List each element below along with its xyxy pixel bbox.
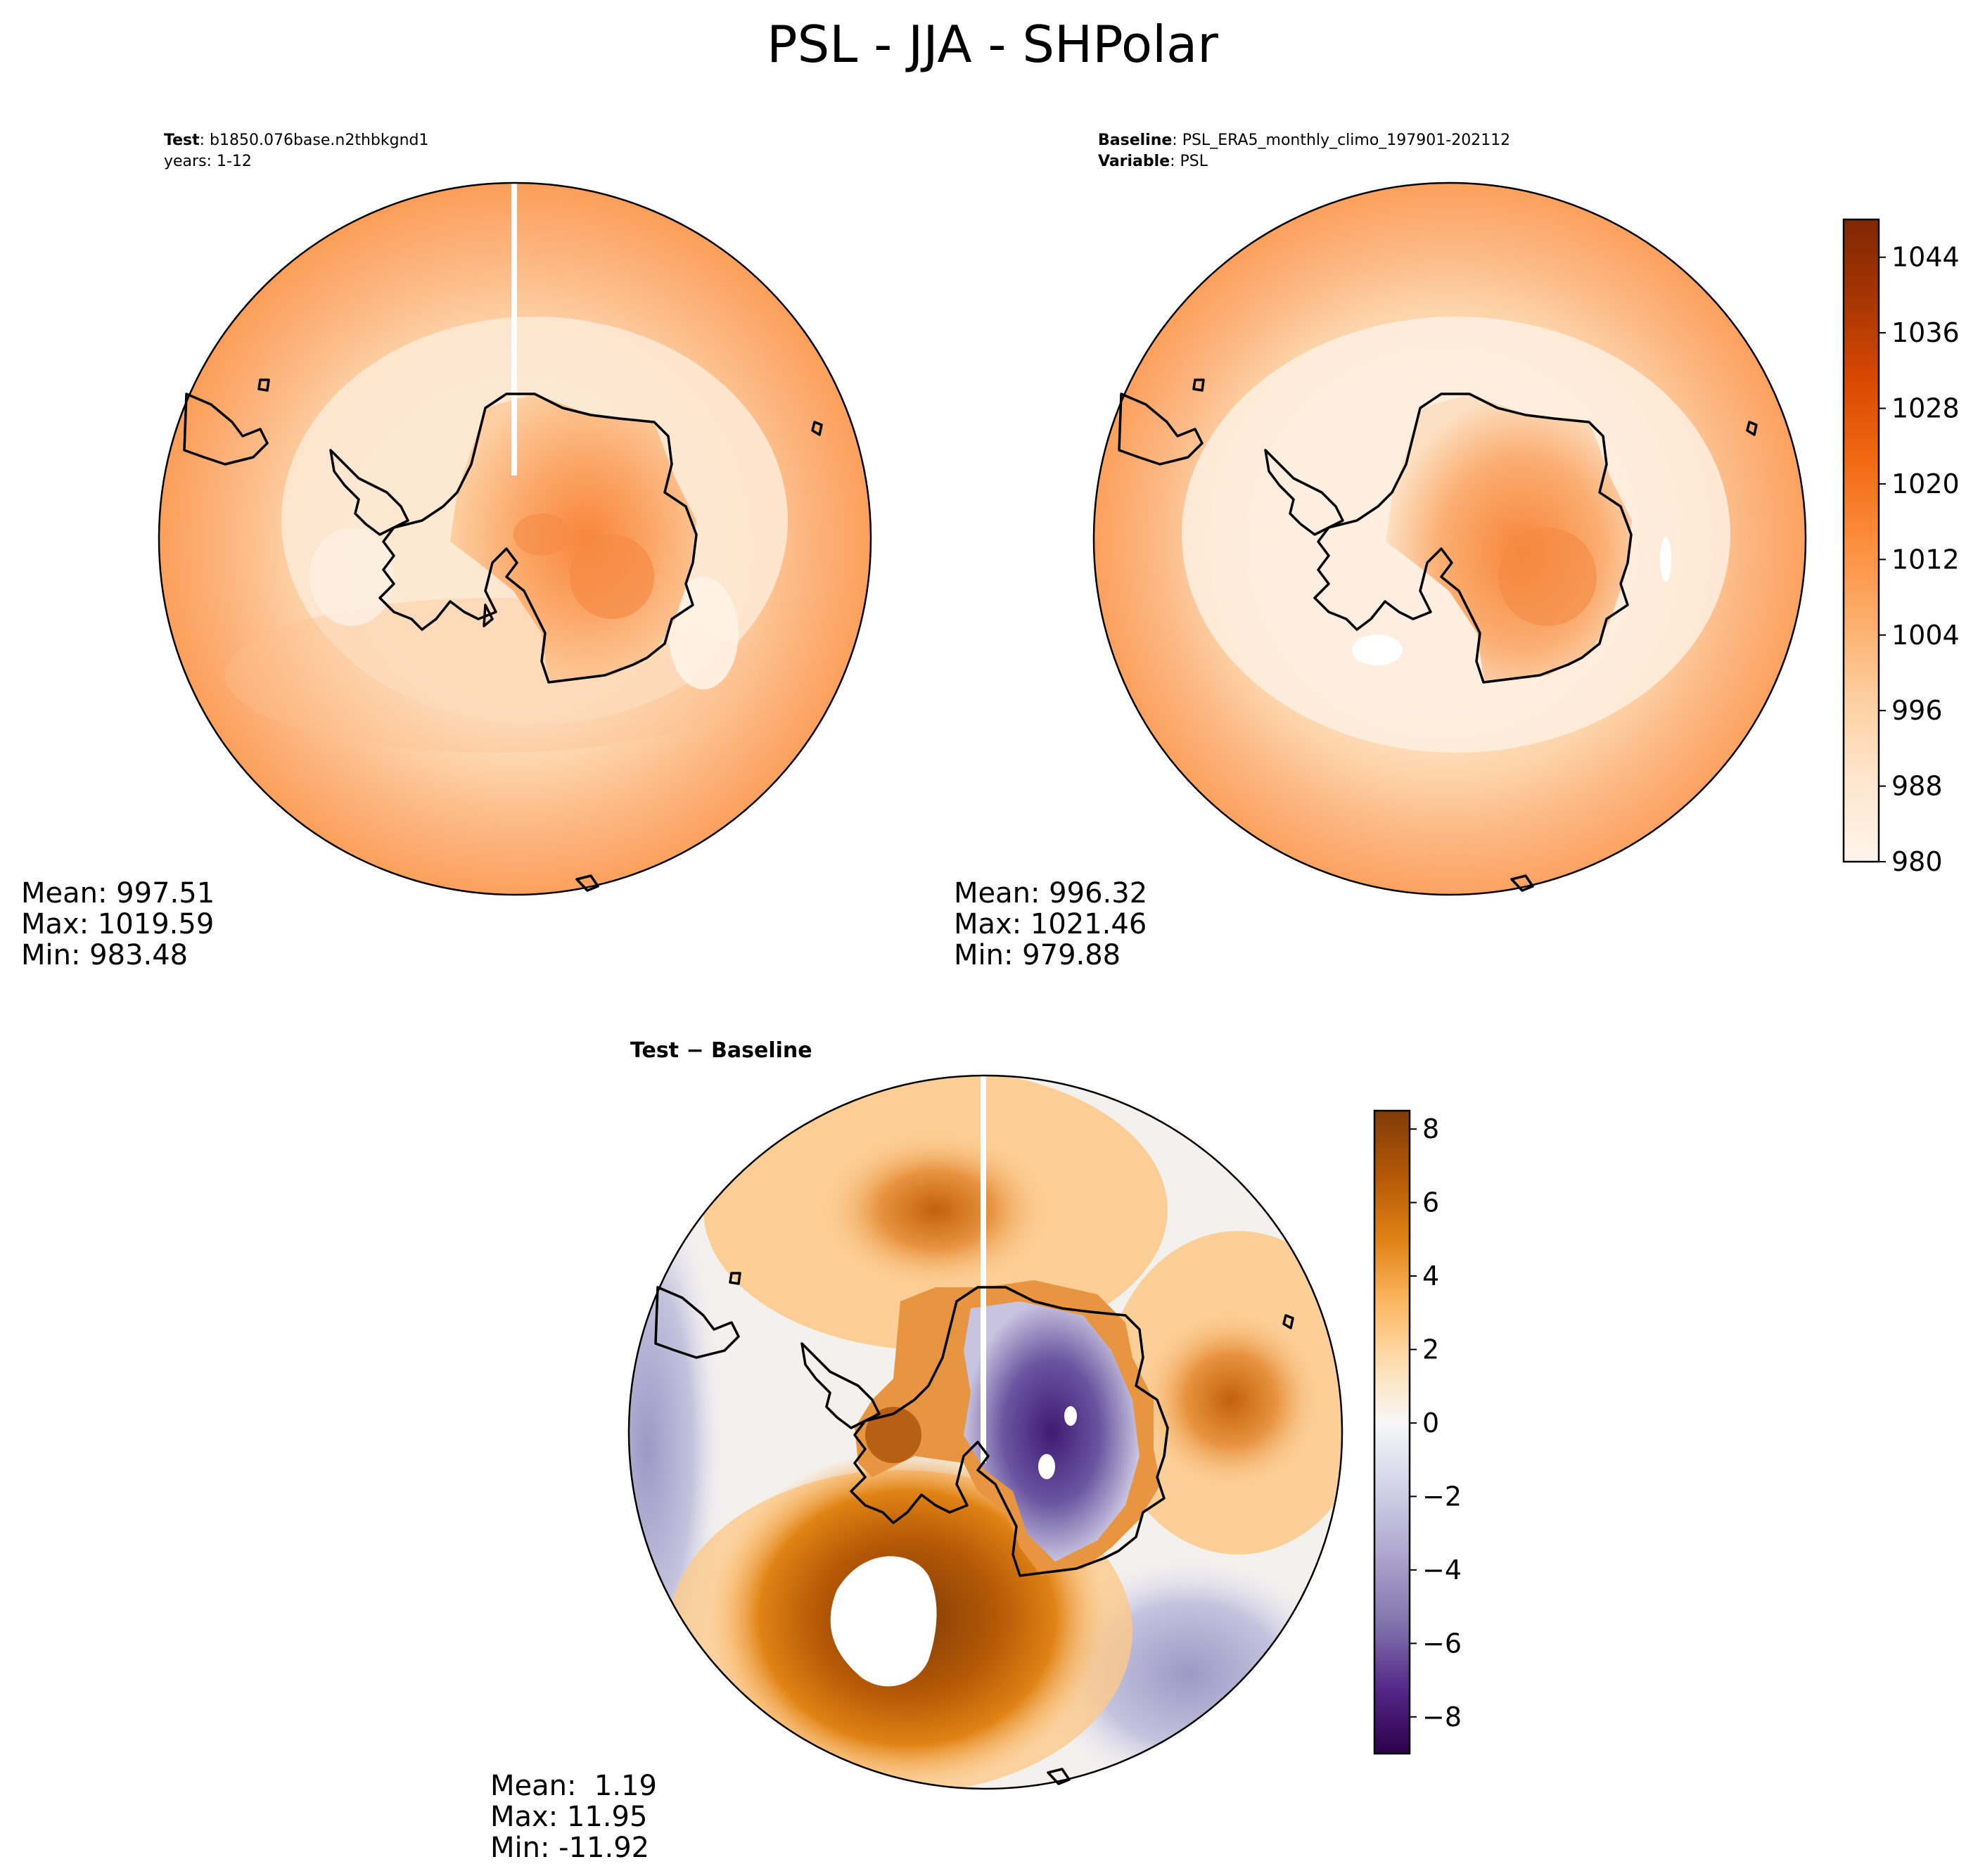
diff-coastline (654, 1272, 1294, 1785)
test-max: Max: 1019.59 (21, 908, 214, 940)
diff-colorbar: −8 −6 −4 −2 0 2 4 6 8 (1373, 1109, 1462, 1755)
diff-colorbar-tick-label: 2 (1422, 1334, 1439, 1365)
diff-colorbar-tick-label: −2 (1422, 1481, 1462, 1512)
test-coastline (183, 378, 823, 892)
diff-max: Max: 11.95 (490, 1801, 647, 1833)
main-colorbar-tick-label: 1036 (1891, 317, 1960, 348)
main-colorbar-tick-label: 988 (1891, 771, 1943, 802)
baseline-map (1094, 183, 1806, 895)
diff-colorbar-tick-label: −4 (1422, 1555, 1462, 1585)
diff-colorbar-tick-label: 6 (1422, 1187, 1439, 1218)
baseline-variable: Variable: PSL (1098, 153, 1208, 170)
main-colorbar-ticks: 980 988 996 1004 1012 1020 1028 1036 1044 (1879, 242, 1960, 877)
test-years: years: 1-12 (164, 153, 252, 170)
diff-colorbar-tick-label: −8 (1422, 1702, 1462, 1733)
baseline-variable-sep: : (1170, 153, 1180, 170)
baseline-panel: Baseline: PSL_ERA5_monthly_climo_197901-… (954, 132, 1960, 971)
diff-mean: Mean: 1.19 (490, 1770, 657, 1802)
diff-colorbar-tick-label: −6 (1422, 1628, 1462, 1659)
main-colorbar-tick-label: 1028 (1891, 393, 1960, 424)
diff-title: Test − Baseline (630, 1038, 812, 1063)
main-colorbar-tick-label: 1004 (1891, 620, 1960, 651)
test-min: Min: 983.48 (21, 939, 188, 971)
test-map (159, 183, 871, 895)
test-label-key: Test (164, 132, 200, 149)
main-colorbar-tick-label: 1012 (1891, 544, 1960, 575)
diff-colorbar-tick-label: 4 (1422, 1261, 1439, 1291)
baseline-coastline (1118, 378, 1758, 892)
diff-colorbar-ticks: −8 −6 −4 −2 0 2 4 6 8 (1410, 1114, 1462, 1733)
main-colorbar: 980 988 996 1004 1012 1020 1028 1036 1044 (1842, 218, 1960, 877)
test-mean: Mean: 997.51 (21, 877, 215, 910)
figure-title: PSL - JJA - SHPolar (767, 15, 1218, 74)
main-colorbar-tick-label: 980 (1891, 846, 1943, 877)
baseline-label: Baseline: PSL_ERA5_monthly_climo_197901-… (1098, 132, 1510, 149)
baseline-label-value: PSL_ERA5_monthly_climo_197901-202112 (1182, 132, 1510, 149)
baseline-label-key: Baseline (1098, 132, 1172, 149)
baseline-label-sep: : (1172, 132, 1182, 149)
baseline-min: Min: 979.88 (954, 939, 1121, 971)
diff-colorbar-bar (1373, 1109, 1411, 1755)
main-colorbar-bar (1842, 218, 1880, 863)
diff-colorbar-tick-label: 0 (1422, 1408, 1439, 1438)
main-colorbar-tick-label: 996 (1891, 695, 1943, 726)
baseline-variable-key: Variable (1098, 153, 1170, 170)
main-colorbar-tick-label: 1044 (1891, 242, 1960, 273)
baseline-variable-value: PSL (1180, 153, 1208, 170)
test-label-value: b1850.076base.n2thbkgnd1 (210, 132, 428, 149)
main-colorbar-tick-label: 1020 (1891, 468, 1960, 499)
diff-panel: Test − Baseline (490, 1038, 1462, 1864)
test-label: Test: b1850.076base.n2thbkgnd1 (164, 132, 429, 149)
baseline-max: Max: 1021.46 (954, 908, 1147, 940)
diff-min: Min: -11.92 (490, 1832, 649, 1864)
test-label-sep: : (200, 132, 210, 149)
diff-colorbar-tick-label: 8 (1422, 1114, 1439, 1144)
test-panel: Test: b1850.076base.n2thbkgnd1 years: 1-… (21, 132, 872, 971)
baseline-mean: Mean: 996.32 (954, 877, 1147, 910)
diff-map (629, 1076, 1342, 1789)
